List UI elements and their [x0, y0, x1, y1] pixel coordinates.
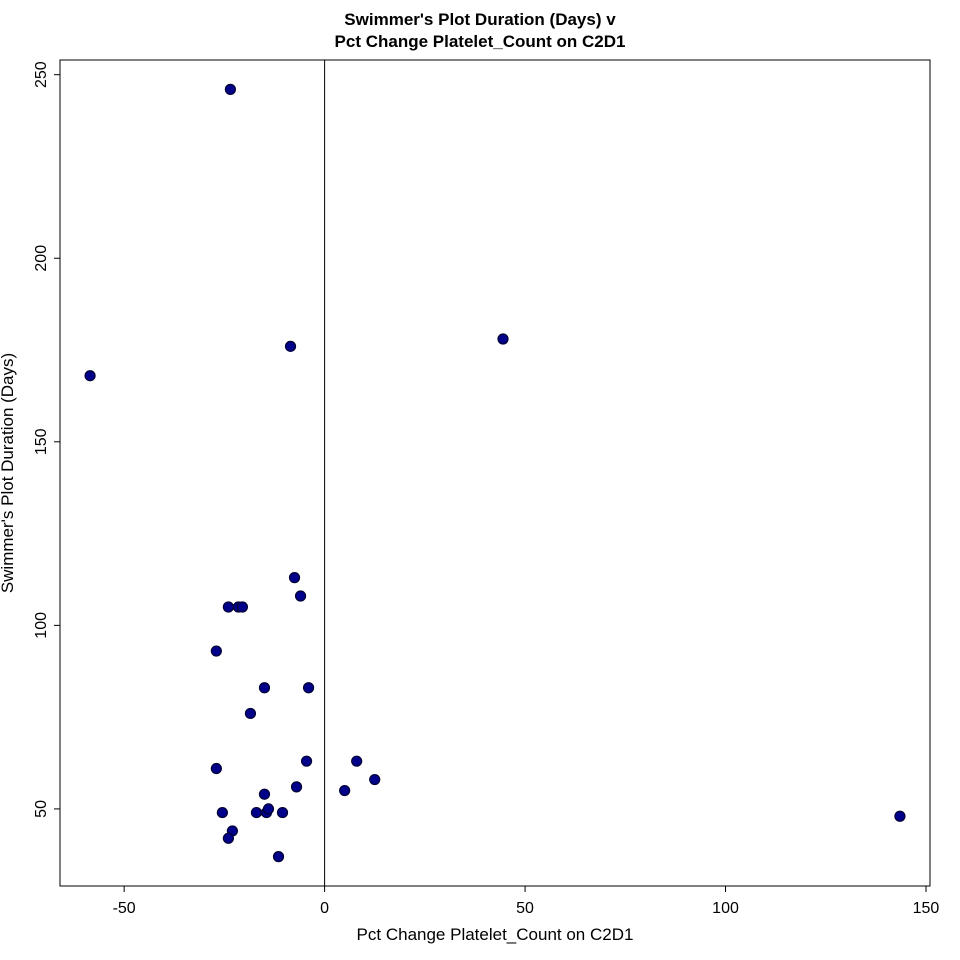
plot-frame [59, 59, 931, 887]
scatter-point [894, 810, 906, 822]
scatter-point [302, 682, 315, 694]
scatter-point [339, 784, 351, 797]
scatter-point [300, 755, 313, 767]
y-tick-label: 100 [33, 612, 50, 639]
x-tick-label: -50 [113, 900, 136, 917]
scatter-point [236, 601, 249, 613]
x-tick-label: 150 [913, 900, 940, 917]
scatter-point [290, 781, 303, 793]
scatter-point [222, 832, 234, 844]
x-tick-label: 50 [516, 900, 534, 917]
scatter-point [222, 601, 234, 613]
y-axis: 50 100 150 200 250 [33, 61, 60, 818]
scatter-point [276, 806, 289, 819]
scatter-point [369, 773, 381, 786]
x-axis-label: Pct Change Platelet_Count on C2D1 [356, 925, 634, 944]
data-points [84, 83, 906, 863]
y-tick-label: 50 [33, 800, 50, 818]
scatter-point [216, 806, 228, 819]
scatter-point [258, 682, 271, 694]
scatter-point [250, 806, 263, 819]
y-tick-label: 200 [33, 245, 50, 272]
scatter-point [351, 755, 363, 767]
y-tick-label: 250 [33, 61, 50, 88]
scatter-point [210, 645, 222, 657]
chart-title-line-1: Swimmer's Plot Duration (Days) v [344, 10, 616, 29]
scatter-point [288, 572, 301, 584]
scatter-point [262, 803, 275, 815]
scatter-point [210, 762, 222, 775]
y-axis-label: Swimmer's Plot Duration (Days) [0, 352, 17, 594]
x-tick-label: 100 [712, 900, 739, 917]
scatter-point [84, 370, 96, 382]
scatter-point [284, 340, 297, 352]
scatter-point [258, 788, 271, 800]
x-tick-label: 0 [320, 900, 329, 917]
chart-title-line-2: Pct Change Platelet_Count on C2D1 [334, 32, 626, 51]
scatter-point [272, 851, 285, 863]
scatter-point [244, 707, 257, 720]
scatter-point [294, 590, 307, 602]
scatter-point [497, 333, 509, 345]
y-tick-label: 150 [33, 428, 50, 455]
scatter-point [224, 83, 236, 95]
x-axis: -50 0 50 100 150 [113, 886, 940, 917]
